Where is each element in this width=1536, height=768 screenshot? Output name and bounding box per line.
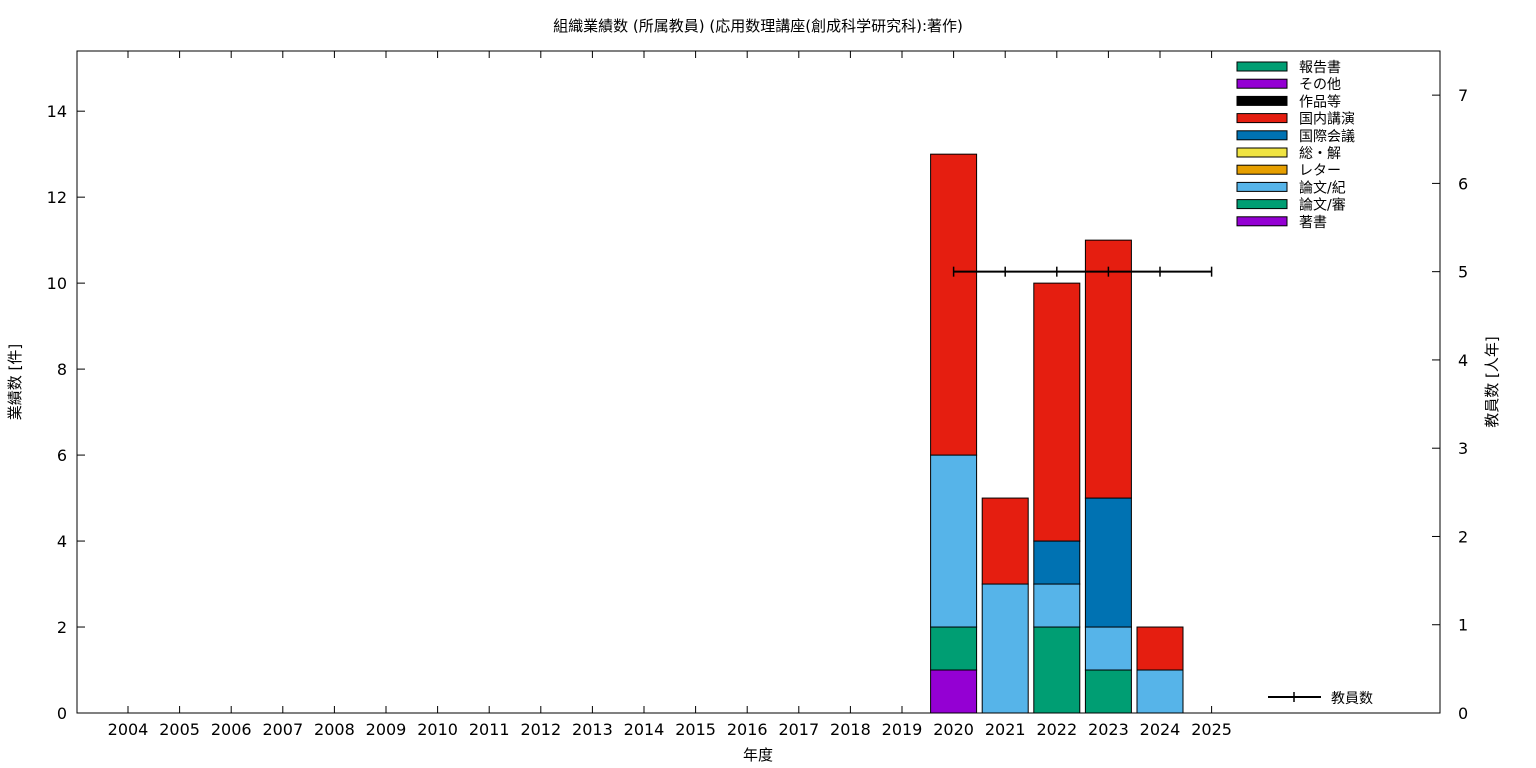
legend-swatch — [1236, 216, 1288, 227]
x-tick-label: 2018 — [830, 720, 871, 739]
x-tick-label: 2015 — [675, 720, 716, 739]
y2-tick-label: 1 — [1458, 616, 1468, 635]
x-tick-label: 2021 — [985, 720, 1026, 739]
plot-frame — [76, 50, 1441, 714]
x-tick-label: 2017 — [778, 720, 819, 739]
x-tick-label: 2023 — [1088, 720, 1129, 739]
x-tick-label: 2006 — [211, 720, 252, 739]
x-tick-label: 2016 — [727, 720, 768, 739]
x-tick-label: 2007 — [262, 720, 303, 739]
legend-label: レター — [1299, 163, 1341, 179]
bar-segment — [1136, 626, 1184, 671]
legend-label: 国内講演 — [1299, 112, 1355, 128]
legend-swatch — [1236, 164, 1288, 175]
y-tick-label: 14 — [47, 102, 67, 121]
bar-segment — [1033, 540, 1081, 585]
chart-title: 組織業績数 (所属教員) (応用数理講座(創成科学研究科):著作) — [553, 17, 963, 35]
x-tick-label: 2008 — [314, 720, 355, 739]
legend-label: 論文/紀 — [1299, 180, 1346, 196]
x-tick-label: 2020 — [933, 720, 974, 739]
x-tick-label: 2013 — [572, 720, 613, 739]
bar-segment — [1084, 497, 1132, 628]
legend-swatch — [1236, 147, 1288, 158]
x-tick-label: 2004 — [108, 720, 149, 739]
bar-segment — [1084, 239, 1132, 499]
bar-segment — [981, 497, 1029, 585]
y-tick-label: 4 — [57, 532, 67, 551]
x-tick-label: 2012 — [520, 720, 561, 739]
y2-tick-label: 7 — [1458, 86, 1468, 105]
legend-label: 総・解 — [1299, 146, 1341, 162]
y-axis-label: 業績数 [件] — [6, 344, 24, 420]
legend-label: 論文/審 — [1299, 198, 1346, 214]
x-tick-label: 2014 — [624, 720, 665, 739]
legend-label: 報告書 — [1299, 60, 1341, 76]
y-tick-label: 10 — [47, 274, 67, 293]
y2-tick-label: 4 — [1458, 351, 1468, 370]
bar-segment — [981, 583, 1029, 714]
x-tick-label: 2005 — [159, 720, 200, 739]
legend-label: その他 — [1299, 77, 1341, 93]
bar-segment — [930, 669, 978, 714]
bar-segment — [1084, 669, 1132, 714]
legend-swatch — [1236, 113, 1288, 124]
x-tick-label: 2009 — [366, 720, 407, 739]
legend-label: 国際会議 — [1299, 128, 1355, 145]
x-tick-label: 2019 — [882, 720, 923, 739]
bar-segment — [1136, 669, 1184, 714]
y-tick-label: 2 — [57, 618, 67, 637]
bar-segment — [1033, 626, 1081, 714]
legend-swatch — [1236, 61, 1288, 72]
x-tick-label: 2010 — [417, 720, 458, 739]
x-tick-label: 2024 — [1140, 720, 1181, 739]
y2-tick-label: 2 — [1458, 527, 1468, 546]
y2-tick-label: 5 — [1458, 263, 1468, 282]
x-tick-label: 2022 — [1036, 720, 1077, 739]
bar-segment — [930, 454, 978, 628]
x-tick-label: 2025 — [1191, 720, 1232, 739]
y2-axis-label: 教員数 [人年] — [1483, 336, 1501, 427]
bar-segment — [930, 153, 978, 456]
bar-segment — [1033, 282, 1081, 542]
line-legend-label: 教員数 — [1331, 691, 1373, 707]
legend-swatch — [1236, 95, 1288, 106]
legend-swatch — [1236, 130, 1288, 141]
y2-tick-label: 0 — [1458, 704, 1468, 723]
legend-swatch — [1236, 181, 1288, 192]
legend-label: 作品等 — [1299, 93, 1341, 110]
legend-label: 著書 — [1299, 215, 1327, 231]
legend-swatch — [1236, 199, 1288, 210]
bar-segment — [930, 626, 978, 671]
y-tick-label: 6 — [57, 446, 67, 465]
y2-tick-label: 3 — [1458, 439, 1468, 458]
bar-segment — [1033, 583, 1081, 628]
y-tick-label: 0 — [57, 704, 67, 723]
y2-tick-label: 6 — [1458, 174, 1468, 193]
bar-segment — [1084, 626, 1132, 671]
y-tick-label: 12 — [47, 188, 67, 207]
legend-swatch — [1236, 78, 1288, 89]
y-tick-label: 8 — [57, 360, 67, 379]
x-tick-label: 2011 — [469, 720, 510, 739]
x-axis-label: 年度 — [743, 746, 773, 764]
